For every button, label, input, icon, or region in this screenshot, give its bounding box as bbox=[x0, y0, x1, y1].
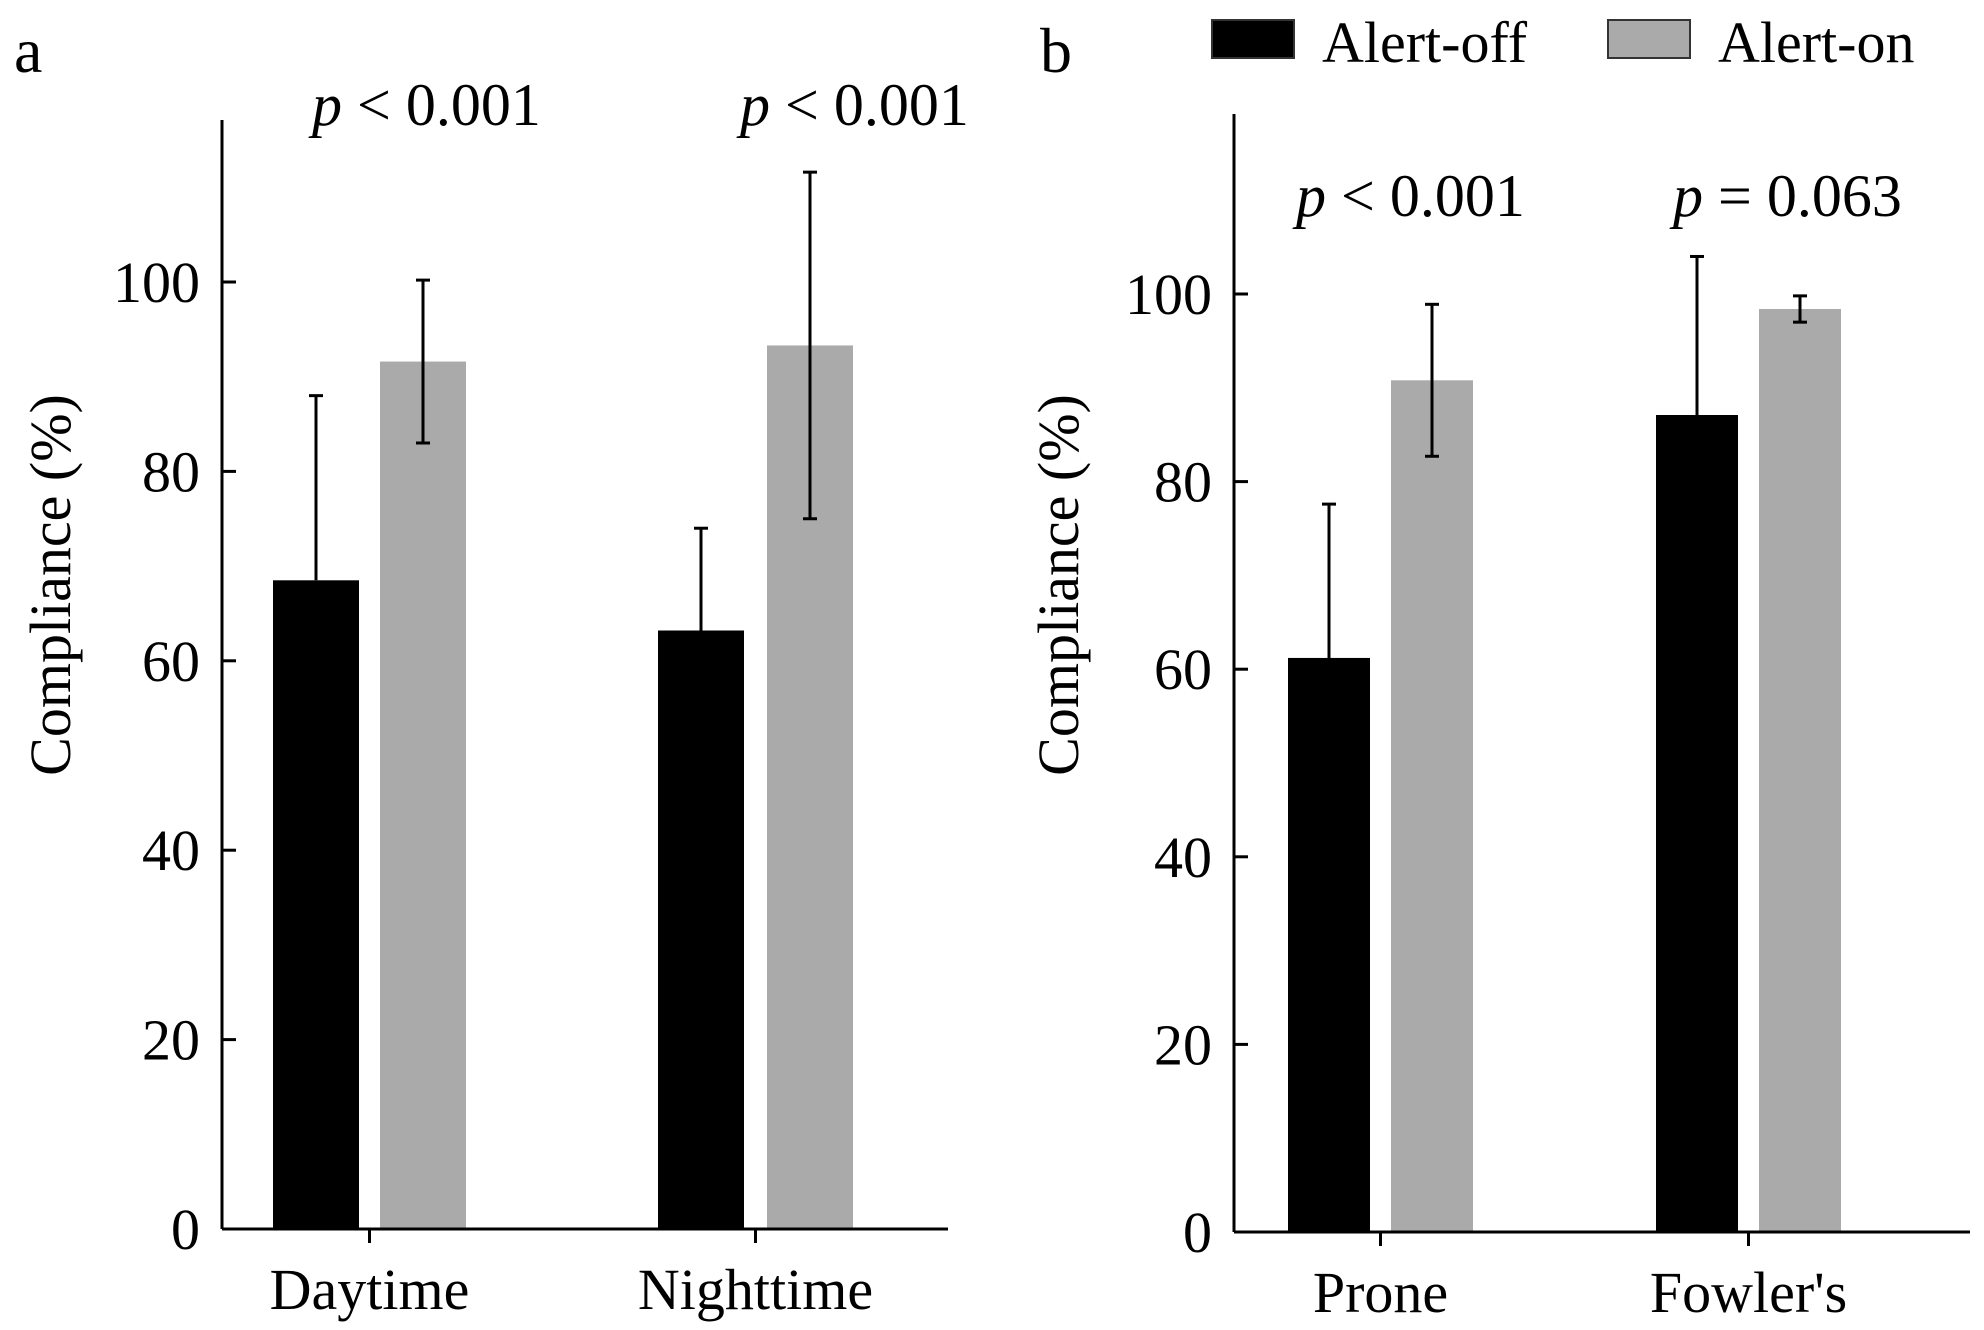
error-bar-a-daytime-alert-off bbox=[309, 394, 323, 581]
category-label-b-fowler-s: Fowler's bbox=[1650, 1260, 1847, 1325]
y-tick-label-b-40: 40 bbox=[1154, 825, 1212, 890]
p-value-b-fowler-s: p = 0.063 bbox=[1669, 163, 1902, 229]
legend-swatch-alert-off bbox=[1211, 19, 1295, 59]
category-label-b-prone: Prone bbox=[1313, 1260, 1448, 1325]
bars-a bbox=[273, 345, 853, 1230]
y-tick-label-a-40: 40 bbox=[142, 818, 200, 883]
legend-swatch-alert-on bbox=[1607, 19, 1691, 59]
bar-b-prone-alert-on bbox=[1391, 380, 1473, 1232]
y-tick-label-a-80: 80 bbox=[142, 439, 200, 504]
error-bar-b-prone-alert-off bbox=[1322, 502, 1336, 658]
y-tick-label-b-0: 0 bbox=[1183, 1200, 1212, 1265]
bar-b-prone-alert-off bbox=[1288, 657, 1370, 1232]
y-tick-label-b-80: 80 bbox=[1154, 450, 1212, 515]
bars-b bbox=[1288, 309, 1841, 1232]
y-tick-label-a-20: 20 bbox=[142, 1008, 200, 1073]
bar-a-daytime-alert-off bbox=[273, 580, 359, 1229]
legend-label-alert-on: Alert-on bbox=[1718, 10, 1915, 75]
y-tick-label-b-100: 100 bbox=[1125, 262, 1212, 327]
y-tick-label-b-60: 60 bbox=[1154, 637, 1212, 702]
error-bars-b bbox=[1322, 254, 1807, 658]
annotations-b: p < 0.001 p = 0.063 bbox=[1292, 163, 1902, 229]
y-tick-label-a-100: 100 bbox=[113, 250, 200, 315]
y-tick-label-a-0: 0 bbox=[171, 1197, 200, 1262]
legend: Alert-off Alert-on bbox=[1211, 10, 1915, 75]
bar-b-fowler-s-alert-on bbox=[1759, 309, 1841, 1232]
error-bar-b-fowler-s-alert-off bbox=[1690, 254, 1704, 416]
y-tick-label-b-20: 20 bbox=[1154, 1012, 1212, 1077]
legend-label-alert-off: Alert-off bbox=[1322, 10, 1528, 75]
annotations-a: p < 0.001 p < 0.001 bbox=[308, 72, 969, 138]
y-tick-label-a-60: 60 bbox=[142, 629, 200, 694]
error-bar-a-nighttime-alert-off bbox=[694, 526, 708, 631]
y-axis-title-b: Compliance (%) bbox=[1026, 394, 1091, 776]
error-bar-a-nighttime-alert-on bbox=[803, 170, 817, 521]
y-ticks-b: 0 20 40 60 80 100 bbox=[1125, 262, 1248, 1265]
error-bar-b-fowler-s-alert-on bbox=[1793, 294, 1807, 324]
bar-a-daytime-alert-on bbox=[380, 361, 466, 1230]
category-labels-a: Daytime Nighttime bbox=[270, 1229, 873, 1322]
category-labels-b: Prone Fowler's bbox=[1313, 1232, 1847, 1325]
bar-a-nighttime-alert-off bbox=[658, 630, 744, 1229]
p-value-b-prone: p < 0.001 bbox=[1292, 163, 1525, 229]
error-bar-b-prone-alert-on bbox=[1425, 302, 1439, 458]
p-value-a-daytime: p < 0.001 bbox=[308, 72, 541, 138]
category-label-a-daytime: Daytime bbox=[270, 1257, 470, 1322]
p-value-a-nighttime: p < 0.001 bbox=[736, 72, 969, 138]
y-axis-title-a: Compliance (%) bbox=[18, 394, 83, 776]
bar-b-fowler-s-alert-off bbox=[1656, 415, 1738, 1232]
panel-label-a: a bbox=[14, 15, 42, 86]
error-bars-a bbox=[309, 170, 817, 631]
error-bar-a-daytime-alert-on bbox=[416, 278, 430, 445]
category-label-a-nighttime: Nighttime bbox=[638, 1257, 873, 1322]
panel-label-b: b bbox=[1040, 15, 1072, 86]
y-ticks-a: 0 20 40 60 80 100 bbox=[113, 250, 236, 1262]
